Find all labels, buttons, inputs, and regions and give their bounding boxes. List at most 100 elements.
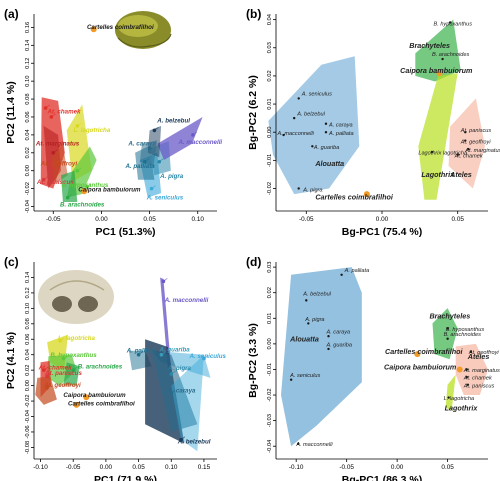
y-axis-label: PC2 (11.4 %) [5, 81, 17, 143]
species-label: A. macconnelli [164, 297, 209, 304]
hull-Brachyteles [415, 19, 461, 82]
species-label: Lagothrix [421, 170, 455, 179]
y-tick-label: 0.10 [25, 303, 31, 314]
species-label: Cartelles coimbrafilhoi [385, 347, 463, 356]
data-point [169, 391, 174, 396]
species-label: Caipora bambuiorum [78, 186, 141, 193]
hull-Amacconnelli [157, 117, 203, 160]
species-label: A. caraya [127, 141, 156, 148]
data-point [441, 57, 444, 61]
data-point [75, 124, 80, 128]
species-label: A. guariba [325, 342, 352, 348]
data-point [42, 368, 46, 372]
species-label: B. arachnoides [78, 364, 123, 371]
species-label: Caipora bambuiorum [63, 392, 126, 399]
species-label: Cartelles coimbrafilhoi [68, 401, 135, 408]
data-point [297, 187, 300, 190]
species-label: L. lagotricha [444, 396, 474, 402]
species-label: Caipora bambuiorum [400, 66, 473, 75]
y-tick-label: -0.08 [25, 441, 31, 454]
species-label: Lagothrix [445, 403, 479, 412]
data-point [202, 356, 206, 361]
y-tick-label: 0.12 [25, 287, 31, 298]
y-tick-label: 0.14 [25, 39, 31, 51]
hull-Acaraya [139, 140, 158, 167]
data-point [179, 437, 183, 442]
species-label: At. chamek [46, 108, 81, 115]
data-point [292, 116, 296, 120]
data-point [324, 122, 328, 125]
data-point [466, 383, 470, 387]
y-tick-label: 0.02 [267, 70, 273, 81]
data-point [61, 356, 66, 361]
species-label: Ateles [449, 170, 472, 179]
y-tick-label: 0.01 [267, 98, 273, 109]
y-tick-label: 0.03 [267, 261, 273, 272]
hull-Bhypoxanthus [47, 354, 77, 386]
data-point [65, 195, 70, 200]
data-point [447, 396, 450, 399]
y-tick-label: -0.03 [267, 414, 273, 427]
panel-a: -0.05 0.00 0.05 0.10 -0.04 -0.02 0.00 0.02 0.04 0… [4, 7, 222, 238]
data-point [324, 131, 328, 134]
y-tick-label: -0.04 [25, 409, 31, 423]
data-point [307, 322, 310, 325]
data-point [85, 185, 89, 189]
species-label: B. hypoxanthus [62, 182, 109, 189]
hull-Acaraya [151, 350, 198, 432]
hull-Amacconnelli [160, 277, 172, 371]
hull-Brachyteles [432, 308, 458, 360]
fossil-point [456, 366, 463, 373]
species-label: At. geoffroyi [40, 160, 78, 167]
species-label: A. seniculus [189, 353, 227, 360]
y-tick-label: -0.06 [25, 425, 31, 438]
fossil-point [90, 26, 97, 33]
hull-Atgeoffroyi [35, 376, 57, 405]
hull-Alouatta [281, 267, 362, 447]
data-point [465, 375, 468, 379]
species-label: A. pigra [167, 365, 192, 372]
data-point [41, 177, 46, 182]
skull-orbit-right [78, 296, 98, 312]
species-label: B. hypoxanthus [50, 352, 97, 359]
x-axis-label: Bg-PC1 (75.4 %) [342, 226, 423, 238]
data-point [327, 334, 330, 338]
species-label: At. geoffroyi [468, 350, 500, 356]
hull-Ateles [448, 98, 485, 189]
fossil-point [414, 351, 421, 358]
y-tick-label: -0.02 [25, 182, 31, 195]
species-label: A. seniculus [146, 194, 184, 201]
data-point [75, 168, 80, 173]
x-tick-label: 0.00 [95, 216, 108, 223]
species-label: Ateles [467, 352, 490, 361]
x-tick-label: 0.15 [198, 464, 211, 471]
fossil-point [363, 191, 370, 198]
x-tick-label: 0.10 [192, 216, 205, 223]
data-point [465, 368, 468, 371]
y-tick-label: 0.12 [25, 58, 31, 69]
species-label: A. macconnelli [295, 442, 333, 448]
hull-Lagothrix [418, 73, 458, 200]
x-tick-label: -0.05 [66, 464, 81, 471]
y-tick-label: -0.02 [267, 182, 273, 195]
species-label: At. marginatus [35, 141, 80, 148]
panel-letter: (c) [4, 255, 19, 269]
data-point [71, 368, 76, 372]
data-point [446, 327, 449, 330]
x-tick-label: -0.05 [46, 216, 61, 223]
x-tick-label: 0.00 [376, 216, 389, 223]
x-tick-label: 0.05 [132, 464, 145, 471]
data-point [149, 186, 154, 191]
skull-highlight [118, 15, 158, 37]
species-label: A. pigra [302, 187, 322, 193]
species-label: A. caraya [325, 330, 350, 336]
y-tick-label: 0.14 [25, 271, 31, 283]
species-label: A. caraya [328, 123, 353, 129]
species-label: Cartelles coimbrafilhoi [315, 193, 393, 202]
species-label: Caipora bambuiorum [384, 362, 457, 371]
data-point [456, 153, 459, 156]
y-tick-label: 0.02 [267, 287, 273, 298]
hull-Barachnoides [61, 170, 78, 202]
y-tick-label: 0.16 [25, 22, 31, 33]
y-tick-label: 0.04 [267, 13, 273, 25]
